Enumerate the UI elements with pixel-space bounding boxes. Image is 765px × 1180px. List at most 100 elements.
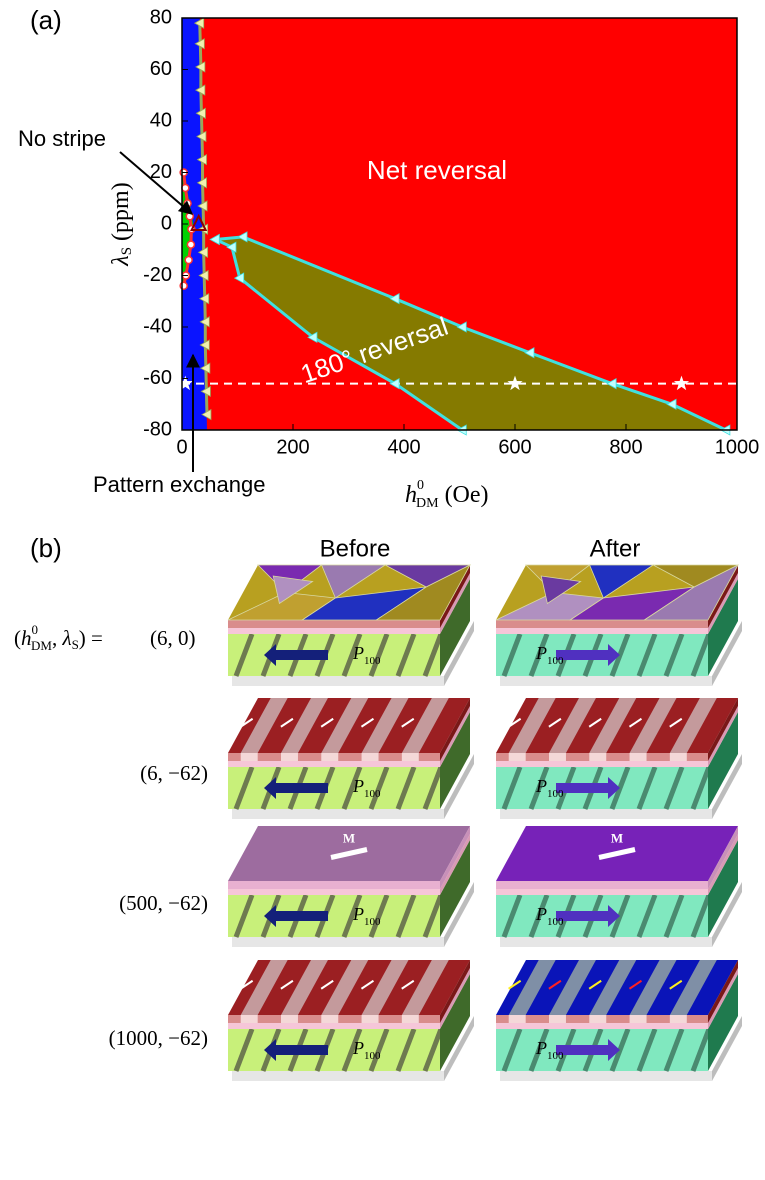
x-tick-label: 1000 — [715, 436, 760, 458]
y-symbol: λ — [108, 255, 134, 266]
base — [232, 937, 444, 947]
base — [500, 937, 712, 947]
x-tick-label: 800 — [609, 436, 642, 458]
p-symbol: P — [535, 1038, 547, 1058]
boundary-marker — [186, 213, 193, 220]
base — [500, 1071, 712, 1081]
p-symbol: P — [352, 1038, 364, 1058]
illustrations: (6, 0)(6, −62)(500, −62)(1000, −62)P100P… — [109, 565, 742, 1081]
p-symbol: P — [535, 643, 547, 663]
front-stripe — [241, 1015, 258, 1023]
figure: (a) (b) λS(ppm) h0DM(Oe) Before After (h… — [0, 0, 765, 1180]
top-front — [496, 620, 708, 628]
row-label: (6, −62) — [140, 761, 208, 785]
top-front — [496, 881, 708, 889]
front-stripe — [549, 1015, 566, 1023]
boundary-marker — [185, 257, 192, 264]
front-stripe — [321, 1015, 338, 1023]
p-sub: 100 — [364, 655, 381, 667]
film-front — [228, 628, 440, 634]
h-sup: 0 — [32, 622, 39, 637]
column-header: After — [590, 535, 641, 562]
row-label: (1000, −62) — [109, 1026, 208, 1050]
p-sub: 100 — [547, 788, 564, 800]
y-tick-label: 40 — [150, 109, 172, 131]
boundary-marker — [187, 241, 194, 248]
front-stripe — [509, 1015, 526, 1023]
panel-label: (b) — [30, 533, 62, 563]
front-stripe — [670, 1015, 687, 1023]
column-header: Before — [320, 535, 391, 562]
front-stripe — [549, 753, 566, 761]
row-label: (6, 0) — [150, 626, 196, 650]
base — [500, 809, 712, 819]
front-stripe — [362, 753, 379, 761]
front-stripe — [630, 1015, 647, 1023]
y-tick-label: 0 — [161, 212, 172, 234]
top-front — [228, 881, 440, 889]
p-sub: 100 — [547, 1050, 564, 1062]
front-stripe — [241, 753, 258, 761]
top-front — [228, 620, 440, 628]
y-tick-label: 60 — [150, 58, 172, 80]
base — [232, 1071, 444, 1081]
base — [232, 676, 444, 686]
x-tick-label: 200 — [276, 436, 309, 458]
front-stripe — [589, 753, 606, 761]
h: h — [21, 626, 32, 650]
y-tick-label: -80 — [143, 418, 172, 440]
p-symbol: P — [535, 904, 547, 924]
boundary-marker — [180, 282, 187, 289]
front-stripe — [362, 1015, 379, 1023]
magnetization-label: M — [611, 830, 623, 845]
eq: = — [86, 626, 103, 650]
magnetization-label: M — [343, 830, 355, 845]
annotation: Pattern exchange — [93, 472, 265, 497]
front-stripe — [402, 753, 419, 761]
p-sub: 100 — [547, 916, 564, 928]
x-tick-label: 600 — [498, 436, 531, 458]
boundary-marker — [184, 200, 191, 207]
y-unit: (ppm) — [108, 182, 134, 241]
x-sub: DM — [416, 496, 439, 511]
film-front — [228, 889, 440, 895]
y-sub: S — [119, 247, 135, 255]
l-sub: S — [72, 637, 79, 652]
annotation: No stripe — [18, 126, 106, 151]
x-tick-label: 400 — [387, 436, 420, 458]
p-symbol: P — [535, 776, 547, 796]
paren: ( — [14, 626, 21, 650]
panel-label: (a) — [30, 5, 62, 35]
film-front — [496, 761, 708, 767]
front-stripe — [630, 753, 647, 761]
front-stripe — [281, 1015, 298, 1023]
base — [500, 676, 712, 686]
x-unit: (Oe) — [445, 482, 489, 508]
page: {"chart_data":{"type":"phase","panel_lab… — [0, 0, 765, 1180]
front-stripe — [670, 753, 687, 761]
paren: ) — [79, 626, 86, 650]
sep: , — [52, 626, 63, 650]
front-stripe — [281, 753, 298, 761]
row-label: (500, −62) — [119, 891, 208, 915]
p-symbol: P — [352, 776, 364, 796]
p-sub: 100 — [547, 655, 564, 667]
p-symbol: P — [352, 904, 364, 924]
film-front — [496, 628, 708, 634]
x-tick-label: 0 — [176, 436, 187, 458]
p-sub: 100 — [364, 788, 381, 800]
y-tick-label: 80 — [150, 6, 172, 28]
film-front — [228, 761, 440, 767]
front-stripe — [589, 1015, 606, 1023]
p-symbol: P — [352, 643, 364, 663]
p-sub: 100 — [364, 916, 381, 928]
front-stripe — [402, 1015, 419, 1023]
front-stripe — [321, 753, 338, 761]
boundary-marker — [182, 184, 189, 191]
coord-prefix: (h0DM, λS) = — [14, 622, 103, 653]
film-front — [228, 1023, 440, 1029]
y-tick-label: -40 — [143, 315, 172, 337]
film-front — [496, 1023, 708, 1029]
base — [232, 809, 444, 819]
